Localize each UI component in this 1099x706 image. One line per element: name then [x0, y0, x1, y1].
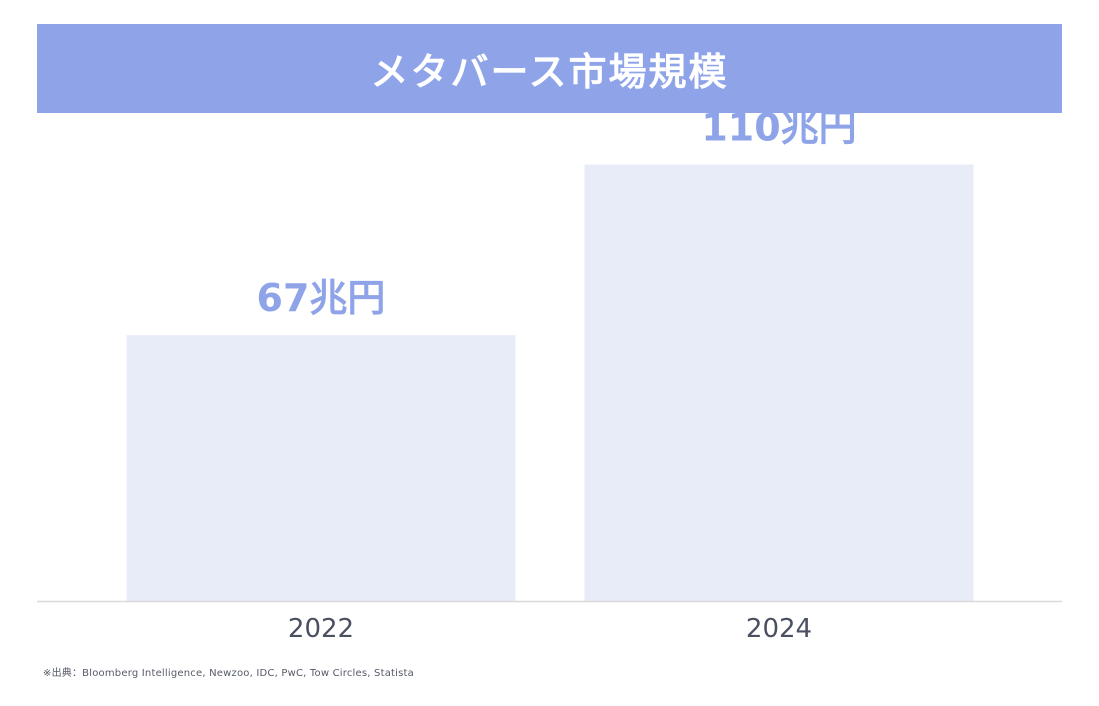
title-banner: メタバース市場規模 [37, 24, 1062, 113]
x-tick-label-2022: 2022 [288, 614, 354, 644]
chart-title: メタバース市場規模 [370, 50, 729, 94]
value-label-2022: 67兆円 [257, 276, 386, 320]
bar-2024 [584, 164, 974, 601]
value-label-2024: 110兆円 [701, 106, 856, 150]
bar-2022 [126, 335, 516, 601]
x-tick-label-2024: 2024 [746, 614, 812, 644]
source-note: ※出典：Bloomberg Intelligence, Newzoo, IDC,… [43, 668, 414, 679]
